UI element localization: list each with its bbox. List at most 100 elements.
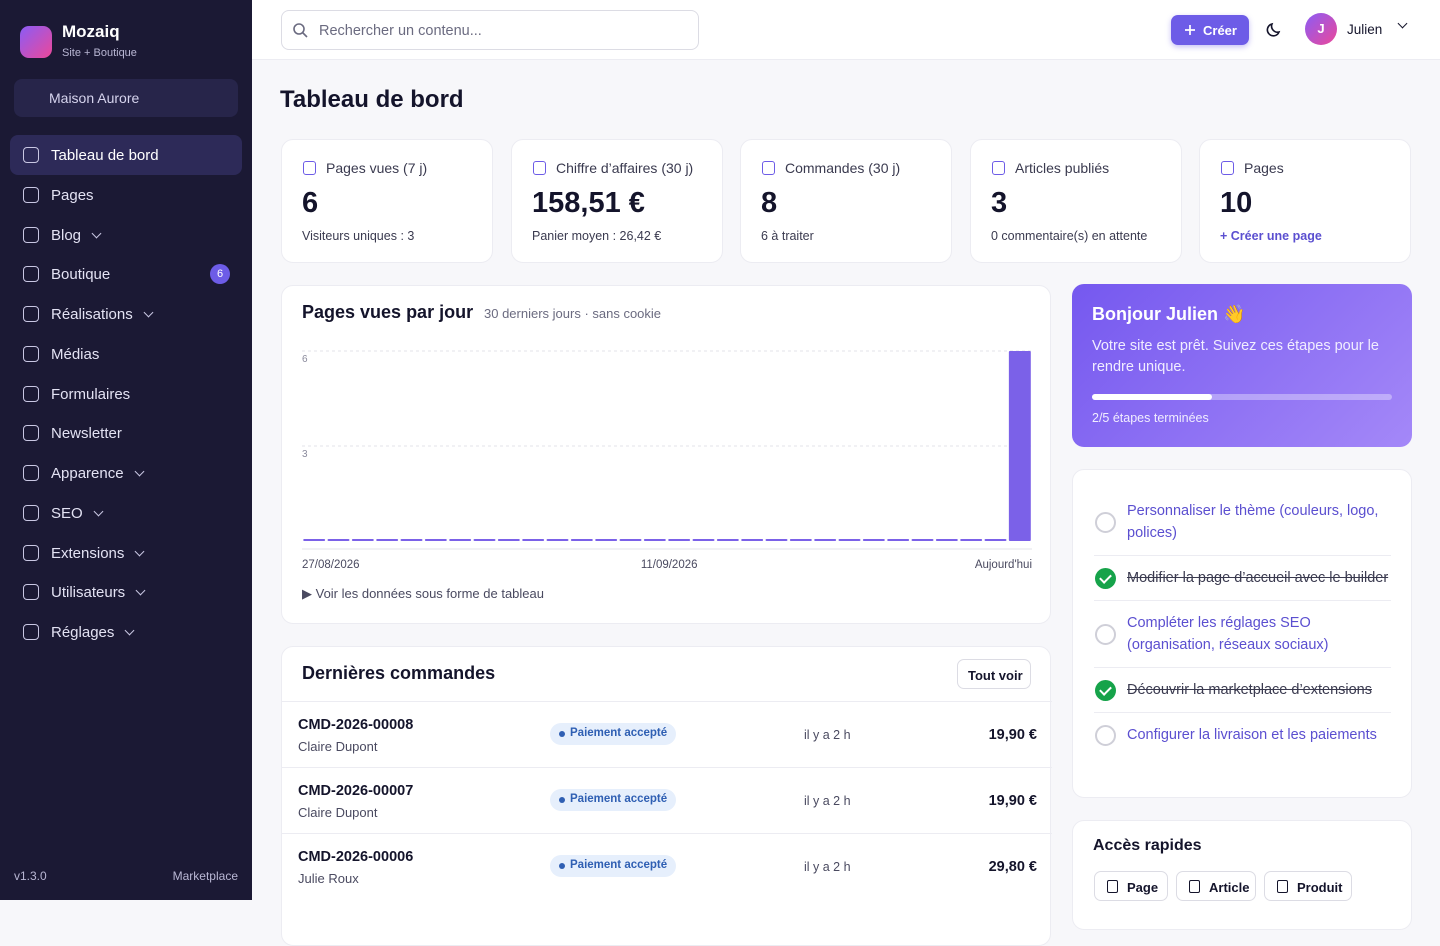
order-row[interactable]: CMD-2026-00007 Claire Dupont Paiement acce… (282, 767, 1052, 833)
nav-label[interactable]: Réalisations (51, 306, 133, 323)
chart-card: Pages vues par jour 30 derniers jours · … (281, 285, 1051, 624)
nav-item[interactable]: Extensions (10, 533, 242, 573)
order-customer: Julie Roux (298, 871, 359, 886)
chart: 3 6 27/08/2026 11/09/2026 Aujourd'hui (302, 350, 1032, 571)
nav-item[interactable]: Réglages (10, 612, 242, 652)
quick-label[interactable]: Produit (1297, 880, 1343, 895)
order-row[interactable]: CMD-2026-00006 Julie Roux Paiement accepté… (282, 833, 1052, 899)
nav-label[interactable]: Utilisateurs (51, 584, 126, 602)
nav-item[interactable]: Réalisations (10, 294, 242, 334)
checklist-item[interactable]: Découvrir la marketplace d’extensions (1094, 668, 1391, 713)
bar (570, 539, 593, 541)
nav-icon (23, 345, 39, 362)
nav-label[interactable]: Blog (51, 226, 82, 244)
nav-item[interactable]: SEO (10, 493, 242, 533)
bar (935, 539, 958, 541)
site-link[interactable]: Maison Aurore (14, 79, 238, 117)
check-label[interactable]: Découvrir la marketplace d’extensions (1127, 682, 1372, 698)
nav-icon (23, 465, 39, 481)
checklist-item[interactable]: Configurer la livraison et les paiements (1094, 713, 1391, 757)
avatar[interactable]: J (1305, 13, 1337, 45)
bar (303, 539, 326, 541)
nav-item[interactable]: Utilisateurs (10, 572, 242, 612)
bar (351, 539, 374, 541)
table-toggle-label[interactable]: Voir les données sous forme de tableau (315, 586, 544, 601)
kpi-label: Pages (1244, 160, 1284, 176)
checklist-item[interactable]: Modifier la page d’accueil avec le build… (1094, 556, 1391, 601)
checklist: Personnaliser le thème (couleurs, logo, … (1094, 489, 1391, 757)
kpi-card: Pages vues (7 j) 6 Visiteurs uniques : 3 (281, 139, 493, 263)
nav-icon (23, 425, 39, 442)
nav-label[interactable]: Boutique (51, 266, 111, 284)
order-customer: Claire Dupont (298, 805, 378, 820)
bar (741, 539, 764, 541)
nav-item[interactable]: Newsletter (10, 413, 242, 453)
check-label[interactable]: Modifier la page d’accueil avec le build… (1127, 570, 1389, 586)
page: Mozaiq Site + Boutique Maison Aurore Tab… (0, 0, 1440, 900)
bar (643, 539, 666, 541)
check-label[interactable]: Configurer la livraison et les paiements (1127, 727, 1377, 743)
bar (960, 539, 983, 541)
nav-item[interactable]: Tableau de bord (10, 135, 242, 175)
nav-chevron (124, 625, 135, 636)
quick-button[interactable]: Page (1094, 871, 1168, 901)
view-all[interactable]: Tout voir (957, 659, 1031, 689)
kpi-label: Commandes (30 j) (785, 160, 901, 176)
nav-icon (23, 147, 39, 163)
check-circle (1095, 725, 1116, 746)
checklist-item[interactable]: Compléter les réglages SEO (organisation… (1094, 601, 1391, 668)
check-label[interactable]: Personnaliser le thème (couleurs, logo, … (1127, 503, 1379, 541)
kpi-icon (762, 161, 775, 175)
nav-item[interactable]: Blog (10, 215, 242, 255)
create-button[interactable]: Créer (1171, 15, 1249, 45)
chart-title: Pages vues par jour (302, 302, 474, 322)
order-amount: 29,80 € (988, 859, 1037, 875)
nav-item[interactable]: Pages (10, 175, 242, 215)
nav-label[interactable]: Extensions (51, 544, 125, 562)
order-amount: 19,90 € (988, 727, 1037, 743)
marketplace-link[interactable]: Marketplace (172, 869, 238, 883)
nav-label[interactable]: Tableau de bord (51, 147, 159, 164)
page-title: Tableau de bord (280, 86, 464, 113)
nav-label[interactable]: SEO (51, 504, 83, 522)
nav-label[interactable]: Pages (51, 186, 94, 204)
x-tick-label: Aujourd'hui (975, 559, 1032, 571)
check-circle (1095, 680, 1116, 701)
y-tick-label: 6 (302, 354, 308, 365)
theme-toggle[interactable] (1265, 21, 1283, 39)
nav-label[interactable]: Médias (51, 345, 100, 363)
order-row[interactable]: CMD-2026-00008 Claire Dupont Paiement acce… (282, 701, 1052, 767)
table-toggle[interactable]: ▶ Voir les données sous forme de tableau (302, 586, 544, 601)
nav-label[interactable]: Réglages (51, 624, 115, 641)
bar (376, 539, 399, 541)
kpi-icon (303, 161, 316, 175)
kpi-card: Pages 10 + Créer une page (1199, 139, 1411, 263)
progress-track (1092, 394, 1392, 400)
kpi-icon (992, 161, 1005, 175)
nav-chevron (134, 466, 145, 477)
nav-item[interactable]: Boutique 6 (10, 254, 242, 294)
kpi-value: 158,51 € (532, 187, 645, 219)
order-status: Paiement accepté (550, 723, 677, 745)
kpi-sub[interactable]: + Créer une page (1220, 229, 1322, 243)
nav-icon (23, 624, 39, 640)
quick-icon (1277, 880, 1288, 893)
user-name[interactable]: Julien (1347, 22, 1383, 37)
progress-label: 2/5 étapes terminées (1092, 411, 1209, 425)
quick-label[interactable]: Page (1127, 880, 1159, 895)
bar (473, 539, 496, 541)
quick-button[interactable]: Produit (1264, 871, 1352, 901)
nav-item[interactable]: Apparence (10, 453, 242, 493)
nav-item[interactable]: Médias (10, 334, 242, 374)
quick-label[interactable]: Article (1209, 880, 1250, 895)
nav-label[interactable]: Apparence (51, 465, 124, 482)
quick-button[interactable]: Article (1176, 871, 1256, 901)
nav-label[interactable]: Newsletter (51, 425, 122, 443)
nav-item[interactable]: Formulaires (10, 374, 242, 414)
checklist-item[interactable]: Personnaliser le thème (couleurs, logo, … (1094, 489, 1391, 556)
nav-label[interactable]: Formulaires (51, 385, 131, 403)
kpi-card: Articles publiés 3 0 commentaire(s) en att… (970, 139, 1182, 263)
search[interactable]: Rechercher un contenu... (281, 10, 699, 50)
version: v1.3.0 (14, 869, 47, 883)
check-label[interactable]: Compléter les réglages SEO (organisation… (1127, 615, 1329, 653)
